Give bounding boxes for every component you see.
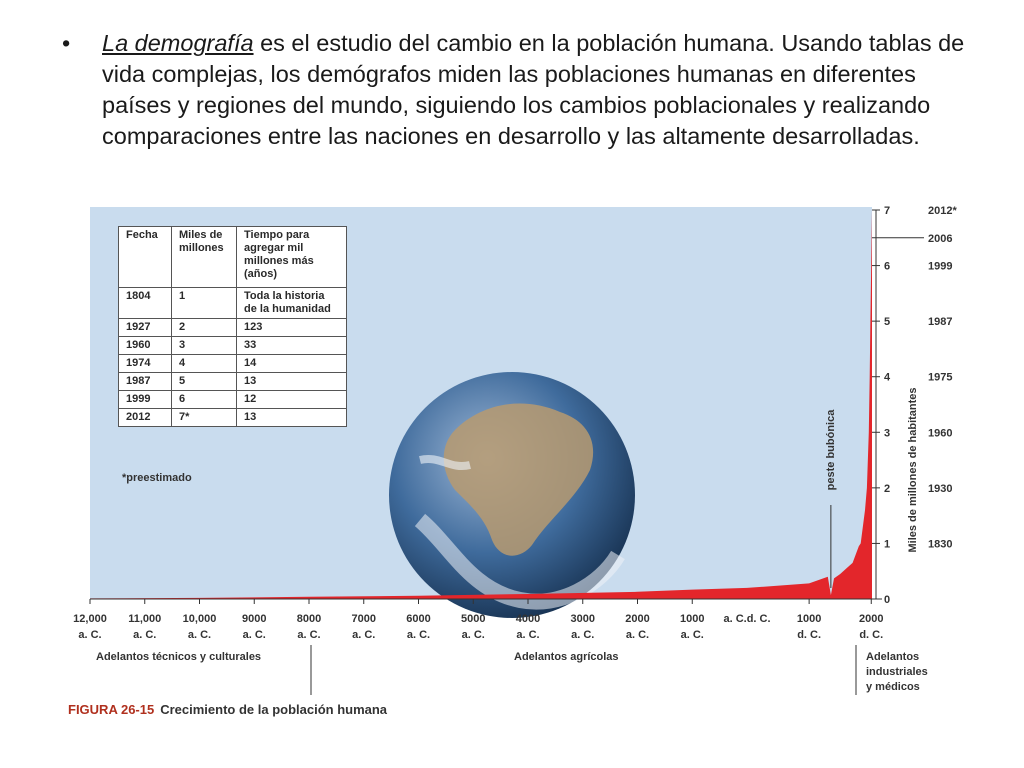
- x-tick-label: 7000: [352, 613, 376, 625]
- cell-miles: 4: [171, 354, 237, 373]
- x-tick-label: a. C.: [407, 629, 430, 641]
- year-label: 1830: [928, 538, 952, 550]
- y-tick-label: 2: [884, 483, 890, 495]
- table-header-row: Fecha Miles de millones Tiempo para agre…: [118, 226, 347, 288]
- era-label-industriales: y médicos: [866, 681, 920, 693]
- y-tick-label: 6: [884, 261, 890, 273]
- cell-fecha: 1999: [118, 390, 172, 409]
- cell-tiempo: 13: [236, 408, 347, 427]
- population-table: Fecha Miles de millones Tiempo para agre…: [118, 226, 347, 427]
- x-tick-label: a. C.: [352, 629, 375, 641]
- x-tick-label: 1000: [797, 613, 821, 625]
- table-row: 1987 5 13: [118, 372, 347, 391]
- table-row: 1804 1 Toda la historia de la humanidad: [118, 287, 347, 319]
- table-row: 2012 7* 13: [118, 408, 347, 427]
- cell-miles: 2: [171, 318, 237, 337]
- y-tick-label: 5: [884, 316, 890, 328]
- ac-dc-label: a. C.d. C.: [723, 613, 770, 625]
- year-label: 1930: [928, 483, 952, 495]
- table-row: 1960 3 33: [118, 336, 347, 355]
- year-label: 2012*: [928, 205, 957, 217]
- x-tick-label: a. C.: [78, 629, 101, 641]
- globe-clouds: [419, 454, 471, 471]
- cell-tiempo: 13: [236, 372, 347, 391]
- cell-miles: 6: [171, 390, 237, 409]
- x-tick-label: 2000: [859, 613, 883, 625]
- x-tick-label: a. C.: [571, 629, 594, 641]
- cell-tiempo: 33: [236, 336, 347, 355]
- header-miles: Miles de millones: [171, 226, 237, 288]
- table-row: 1927 2 123: [118, 318, 347, 337]
- year-label: 1960: [928, 427, 952, 439]
- x-tick-label: 3000: [571, 613, 595, 625]
- x-tick-label: 9000: [242, 613, 266, 625]
- x-tick-label: a. C.: [626, 629, 649, 641]
- year-label: 2006: [928, 233, 952, 245]
- cell-miles: 7*: [171, 408, 237, 427]
- intro-body: es el estudio del cambio en la población…: [102, 30, 965, 149]
- x-tick-label: 10,000: [183, 613, 217, 625]
- x-tick-label: a. C.: [188, 629, 211, 641]
- table-row: 1974 4 14: [118, 354, 347, 373]
- header-tiempo: Tiempo para agregar mil millones más (añ…: [236, 226, 347, 288]
- cell-tiempo: 123: [236, 318, 347, 337]
- header-fecha: Fecha: [118, 226, 172, 288]
- era-label-industriales: Adelantos: [866, 651, 919, 663]
- table-note: *preestimado: [122, 472, 192, 484]
- x-tick-label: 1000: [680, 613, 704, 625]
- y-tick-label: 4: [884, 372, 891, 384]
- x-tick-label: d. C.: [797, 629, 821, 641]
- bullet: •: [62, 30, 71, 56]
- cell-fecha: 1960: [118, 336, 172, 355]
- era-label-tecnicos: Adelantos técnicos y culturales: [96, 651, 261, 663]
- x-tick-label: 12,000: [73, 613, 107, 625]
- cell-miles: 5: [171, 372, 237, 391]
- cell-tiempo: 12: [236, 390, 347, 409]
- cell-fecha: 1927: [118, 318, 172, 337]
- era-label-agricolas: Adelantos agrícolas: [514, 651, 619, 663]
- x-tick-label: 6000: [406, 613, 430, 625]
- cell-tiempo: Toda la historia de la humanidad: [236, 287, 347, 319]
- caption-text: Crecimiento de la población humana: [160, 702, 388, 717]
- x-tick-label: 5000: [461, 613, 485, 625]
- term-demografia: La demografía: [102, 30, 254, 56]
- cell-fecha: 1987: [118, 372, 172, 391]
- era-label-industriales: industriales: [866, 666, 928, 678]
- x-tick-label: 11,000: [128, 613, 161, 625]
- cell-fecha: 1804: [118, 287, 172, 319]
- table-row: 1999 6 12: [118, 390, 347, 409]
- intro-paragraph: La demografía es el estudio del cambio e…: [102, 28, 982, 152]
- y-tick-label: 0: [884, 594, 890, 606]
- cell-tiempo: 14: [236, 354, 347, 373]
- x-tick-label: a. C.: [516, 629, 539, 641]
- x-tick-label: 4000: [516, 613, 540, 625]
- cell-fecha: 1974: [118, 354, 172, 373]
- x-tick-label: a. C.: [243, 629, 266, 641]
- x-tick-label: a. C.: [297, 629, 320, 641]
- globe-landmass: [443, 403, 594, 556]
- cell-miles: 1: [171, 287, 237, 319]
- x-tick-label: a. C.: [462, 629, 485, 641]
- figure-caption: FIGURA 26-15 Crecimiento de la población …: [68, 702, 387, 717]
- y-tick-label: 7: [884, 205, 890, 217]
- y-tick-label: 3: [884, 427, 890, 439]
- year-label: 1999: [928, 261, 952, 273]
- plague-annotation: peste bubónica: [825, 409, 837, 491]
- globe-clouds: [414, 513, 625, 610]
- x-tick-label: 2000: [625, 613, 649, 625]
- x-tick-label: a. C.: [133, 629, 156, 641]
- year-label: 1975: [928, 372, 952, 384]
- y-tick-label: 1: [884, 538, 890, 550]
- cell-miles: 3: [171, 336, 237, 355]
- figure-number: FIGURA 26-15: [68, 702, 155, 717]
- y-axis-label: Miles de millones de habitantes: [907, 387, 919, 552]
- year-label: 1987: [928, 316, 952, 328]
- x-tick-label: 8000: [297, 613, 321, 625]
- earth-globe-image: [389, 372, 635, 618]
- cell-fecha: 2012: [118, 408, 172, 427]
- x-tick-label: d. C.: [859, 629, 883, 641]
- x-tick-label: a. C.: [681, 629, 704, 641]
